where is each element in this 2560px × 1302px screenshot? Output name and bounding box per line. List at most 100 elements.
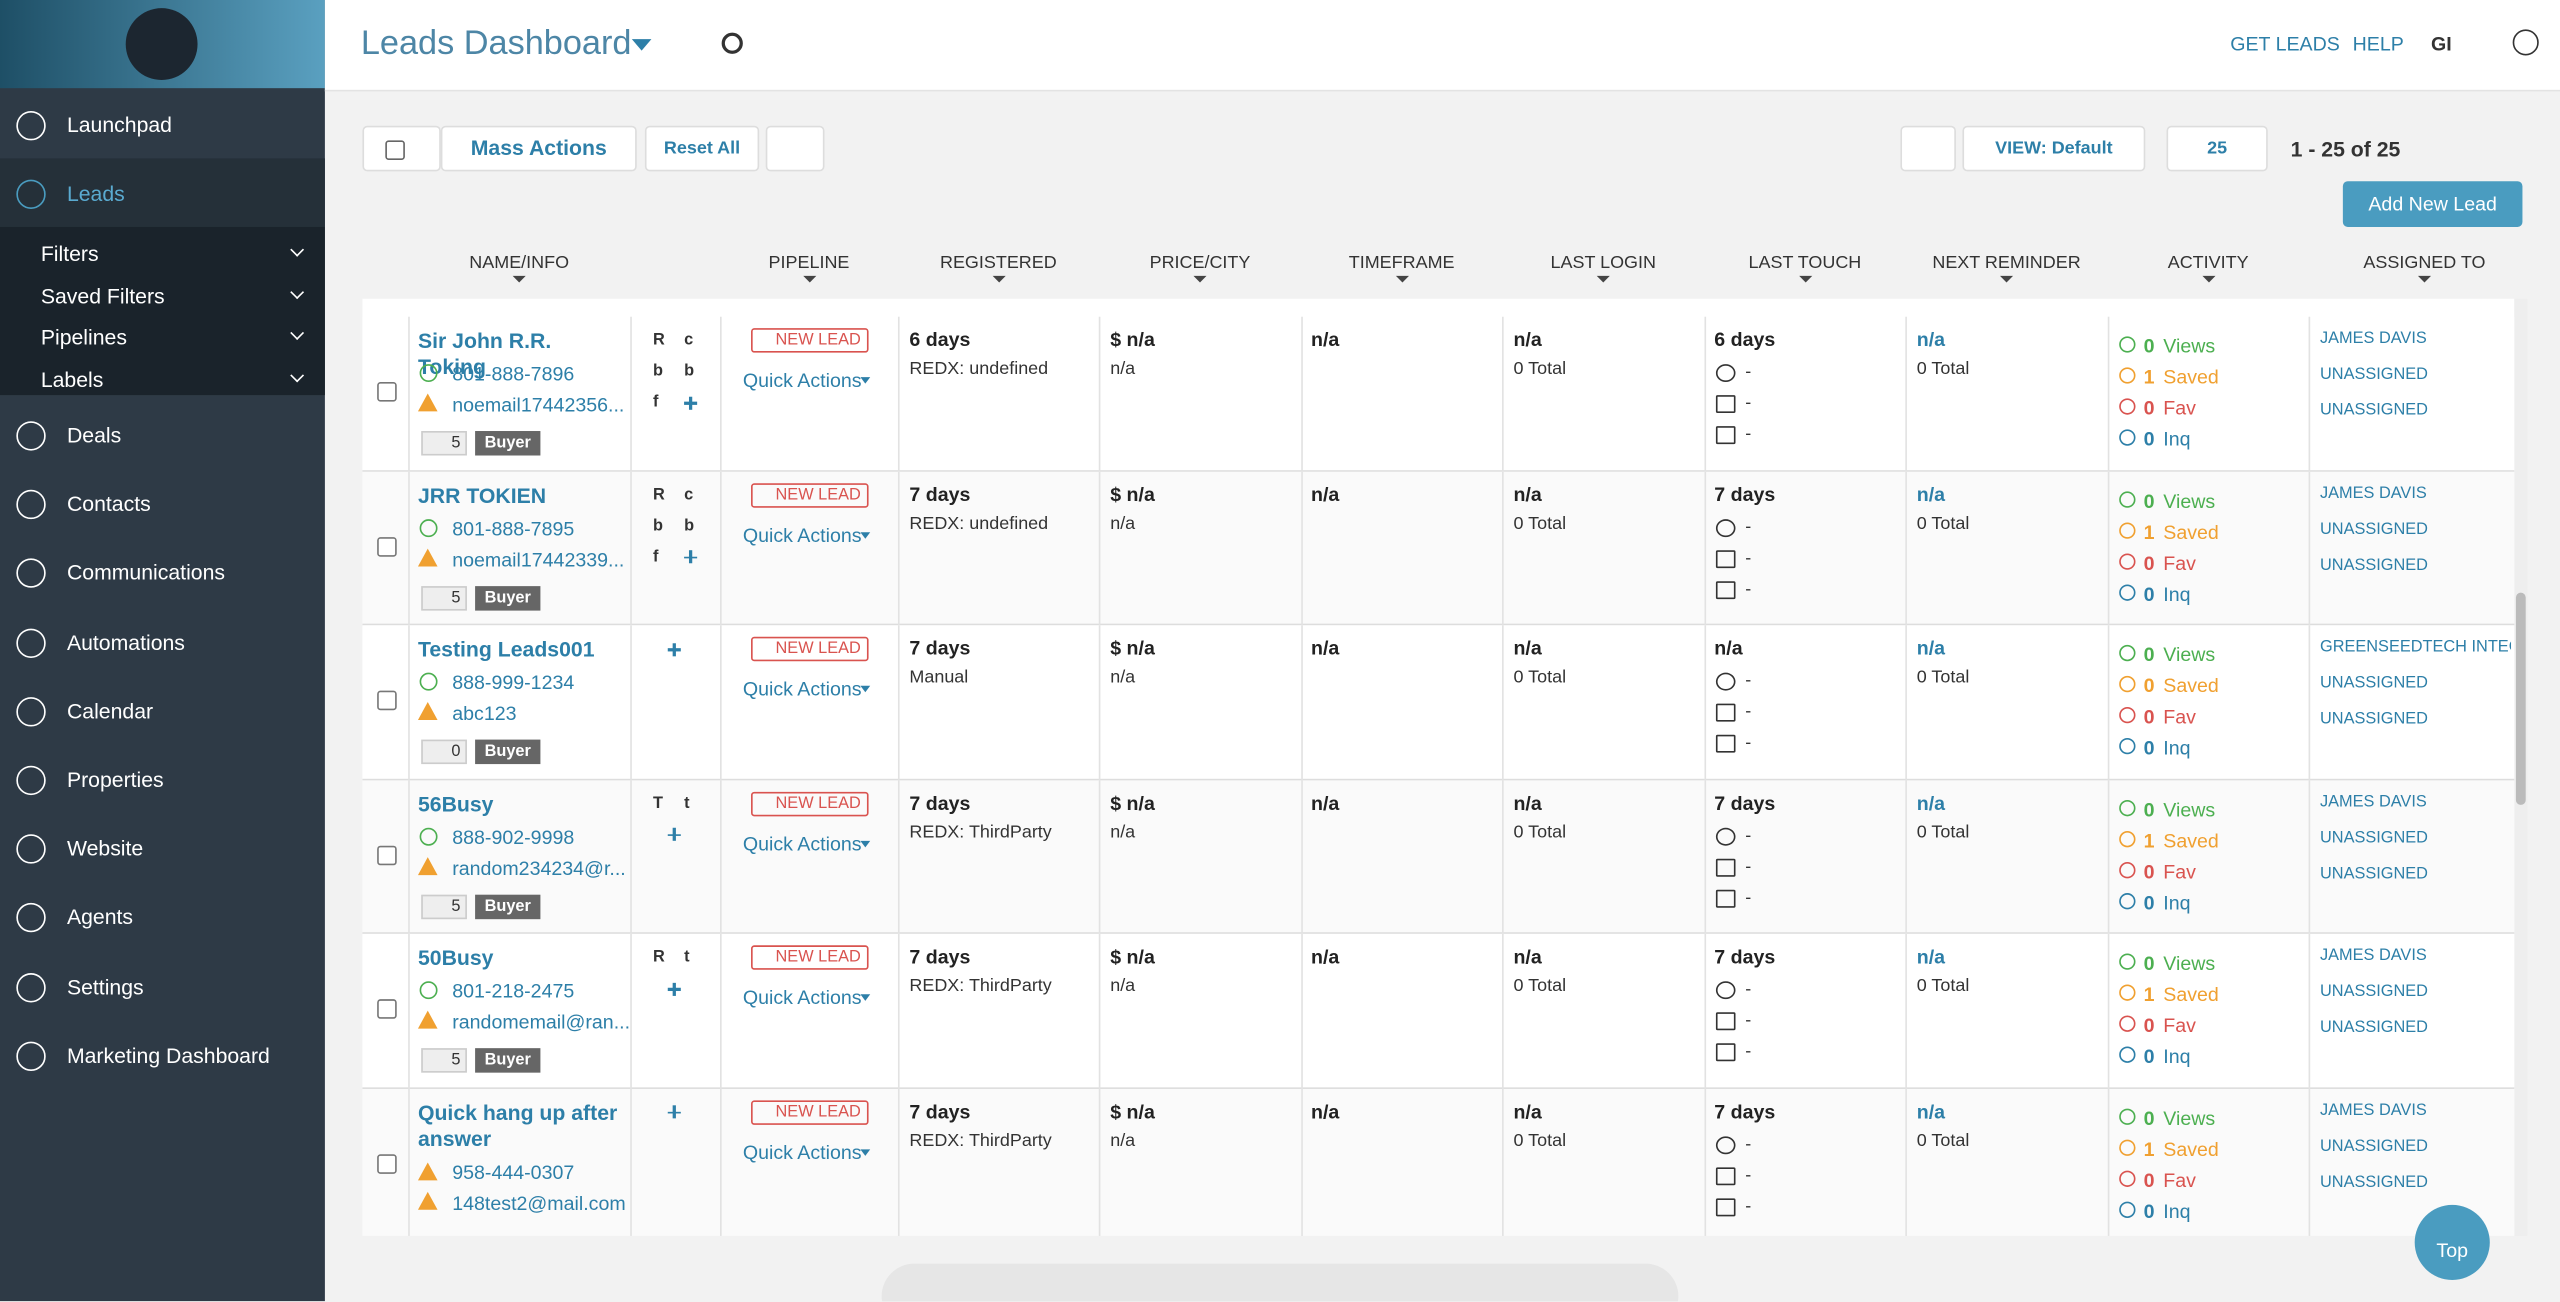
assigned-agent[interactable]: UNASSIGNED (2320, 982, 2428, 1001)
tag-letter[interactable]: t (684, 794, 690, 813)
assigned-agent[interactable]: JAMES DAVIS (2320, 1101, 2427, 1120)
column-header[interactable]: NEXT REMINDER (1932, 253, 2081, 273)
nav-item[interactable]: Launchpad (66, 112, 172, 138)
tag-letter[interactable]: b (653, 362, 664, 381)
assigned-agent[interactable]: UNASSIGNED (2320, 520, 2428, 538)
submenu-item[interactable]: Saved Filters (40, 283, 165, 308)
email[interactable]: random234234@r... (452, 856, 626, 880)
quick-actions[interactable]: Quick Actions (742, 986, 862, 1009)
row-checkbox[interactable] (377, 536, 397, 556)
column-header[interactable]: ACTIVITY (2167, 253, 2249, 273)
print[interactable] (1900, 125, 1956, 172)
lead-name[interactable]: 50Busy (417, 945, 494, 970)
assigned-agent[interactable]: UNASSIGNED (2320, 1018, 2428, 1037)
tag-letter[interactable]: c (684, 485, 694, 504)
tag-letter[interactable]: c (684, 331, 694, 350)
column-header[interactable]: REGISTERED (939, 253, 1057, 273)
nav-item[interactable]: Calendar (66, 698, 154, 723)
view-select[interactable]: VIEW: Default (1962, 125, 2146, 172)
nav-item[interactable]: Leads (66, 181, 125, 206)
user-menu[interactable]: GI (2431, 32, 2452, 56)
assigned-agent[interactable]: JAMES DAVIS (2320, 484, 2427, 503)
tag-letter[interactable]: f (653, 547, 659, 566)
email[interactable]: noemail17442356... (452, 393, 625, 417)
assigned-agent[interactable]: JAMES DAVIS (2320, 329, 2427, 348)
nav-item[interactable]: Marketing Dashboard (66, 1042, 270, 1068)
next-reminder[interactable]: n/a (1916, 1099, 1946, 1123)
tag-letter[interactable]: f (653, 393, 659, 412)
phone[interactable]: 801-218-2475 (452, 979, 575, 1003)
refresh[interactable] (765, 125, 825, 172)
next-reminder[interactable]: n/a (1916, 328, 1946, 352)
row-checkbox[interactable] (377, 999, 397, 1019)
assigned-agent[interactable]: UNASSIGNED (2320, 1173, 2428, 1192)
activity-icon[interactable] (2512, 29, 2539, 56)
mass-actions[interactable]: Mass Actions (440, 125, 637, 172)
row-checkbox[interactable] (377, 844, 397, 865)
phone[interactable]: 888-902-9998 (452, 825, 575, 849)
column-header[interactable]: PRICE/CITY (1149, 253, 1251, 273)
assigned-agent[interactable]: UNASSIGNED (2320, 710, 2428, 729)
phone[interactable]: 801-888-7896 (452, 362, 575, 386)
phone[interactable]: 958-444-0307 (452, 1160, 575, 1183)
email[interactable]: 148test2@mail.com (452, 1191, 626, 1214)
tag-letter[interactable]: b (684, 516, 695, 535)
prev-page[interactable] (2416, 126, 2465, 168)
tag-letter[interactable]: R (653, 331, 665, 350)
nav-item[interactable]: Website (66, 836, 144, 861)
lead-name[interactable]: Quick hang up after answer (417, 1099, 618, 1151)
add-new-lead[interactable]: Add New Lead (2342, 181, 2523, 227)
column-header[interactable]: LAST LOGIN (1550, 253, 1656, 273)
assigned-agent[interactable]: UNASSIGNED (2320, 365, 2428, 384)
reset-all[interactable]: Reset All (644, 125, 760, 172)
tag-letter[interactable]: t (684, 948, 690, 967)
nav-item[interactable]: Settings (66, 974, 144, 999)
nav-item[interactable]: Properties (66, 767, 164, 792)
tag-letter[interactable]: R (653, 485, 665, 504)
per-page[interactable]: 25 (2166, 125, 2268, 172)
assigned-agent[interactable]: UNASSIGNED (2320, 828, 2428, 847)
assigned-agent[interactable]: GREENSEEDTECH INTEG (2320, 638, 2512, 657)
page-title[interactable]: Leads Dashboard (360, 24, 632, 63)
next-page[interactable] (2472, 126, 2521, 168)
email[interactable]: noemail17442339... (452, 547, 625, 571)
search-icon[interactable] (721, 32, 743, 54)
submenu-item[interactable]: Labels (40, 366, 104, 392)
assigned-agent[interactable]: UNASSIGNED (2320, 401, 2428, 420)
lead-name[interactable]: JRR TOKIEN (417, 482, 547, 507)
quick-actions[interactable]: Quick Actions (742, 523, 862, 547)
nav-item[interactable]: Contacts (66, 491, 151, 517)
lead-name[interactable]: Testing Leads001 (417, 636, 595, 662)
assigned-agent[interactable]: UNASSIGNED (2320, 674, 2428, 693)
next-reminder[interactable]: n/a (1916, 482, 1946, 506)
column-header[interactable]: ASSIGNED TO (2363, 253, 2486, 273)
next-reminder[interactable]: n/a (1916, 945, 1946, 969)
next-reminder[interactable]: n/a (1916, 791, 1946, 814)
phone[interactable]: 801-888-7895 (452, 516, 575, 540)
assigned-agent[interactable]: JAMES DAVIS (2320, 946, 2427, 965)
get-leads[interactable]: GET LEADS (2230, 32, 2340, 56)
lead-name[interactable]: 56Busy (417, 791, 494, 816)
nav-item[interactable]: Agents (66, 905, 134, 930)
submenu-item[interactable]: Pipelines (40, 324, 127, 350)
email[interactable]: abc123 (452, 702, 517, 725)
tag-letter[interactable]: b (653, 516, 664, 535)
column-header[interactable]: LAST TOUCH (1748, 253, 1862, 273)
tag-letter[interactable]: T (653, 794, 664, 813)
column-header[interactable]: NAME/INFO (469, 253, 570, 273)
top-button[interactable]: Top (2414, 1204, 2490, 1280)
submenu-item[interactable]: Filters (40, 241, 99, 267)
assigned-agent[interactable]: UNASSIGNED (2320, 555, 2428, 574)
nav-item[interactable]: Automations (66, 629, 185, 655)
quick-actions[interactable]: Quick Actions (742, 677, 862, 701)
next-reminder[interactable]: n/a (1916, 636, 1946, 660)
row-checkbox[interactable] (377, 382, 397, 402)
quick-actions[interactable]: Quick Actions (742, 831, 862, 855)
assigned-agent[interactable]: JAMES DAVIS (2320, 792, 2427, 811)
assigned-agent[interactable]: UNASSIGNED (2320, 1137, 2428, 1156)
help[interactable]: HELP (2352, 32, 2404, 56)
tag-letter[interactable]: b (684, 362, 695, 381)
email[interactable]: randomemail@ran... (452, 1010, 631, 1034)
column-header[interactable]: PIPELINE (768, 253, 850, 273)
nav-item[interactable]: Communications (66, 560, 226, 586)
